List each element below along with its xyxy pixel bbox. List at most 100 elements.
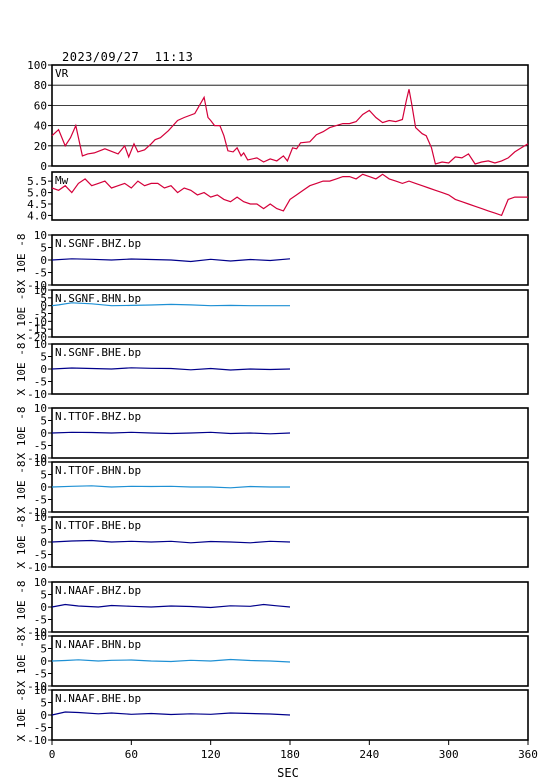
y-tick-label: -5: [34, 668, 47, 681]
y-tick-label: 0: [40, 709, 47, 722]
series-line-n-ttof-bhe-bp: [51, 539, 291, 544]
y-tick-label: 20: [34, 140, 47, 153]
series-line-n-sgnf-bhz-bp: [51, 258, 291, 263]
y-axis-label: X 10E -8: [15, 581, 28, 634]
y-axis-label: X 10E -8: [15, 234, 28, 287]
y-tick-label: -5: [34, 614, 47, 627]
y-tick-label: 4.0: [27, 209, 47, 222]
y-tick-label: -10: [27, 279, 47, 292]
series-label-n-sgnf-bhz-bp: N.SGNF.BHZ.bp: [55, 237, 141, 250]
y-tick-label: -5: [34, 308, 47, 321]
series-label-mw: Mw: [55, 174, 69, 187]
y-tick-label: 10: [34, 402, 47, 415]
y-tick-label: 5: [40, 589, 47, 602]
y-tick-label: -5: [34, 376, 47, 389]
y-tick-label: 10: [34, 511, 47, 524]
series-line-n-naaf-bhz-bp: [51, 603, 291, 609]
x-tick-label: 120: [201, 748, 221, 761]
y-axis-label: X 10E -8: [15, 287, 28, 340]
y-tick-label: 4.5: [27, 198, 47, 211]
y-tick-label: 10: [34, 576, 47, 589]
y-tick-label: 5: [40, 351, 47, 364]
y-tick-label: 10: [34, 630, 47, 643]
y-tick-label: 100: [27, 59, 47, 72]
y-tick-label: -10: [27, 506, 47, 519]
y-tick-label: 10: [34, 338, 47, 351]
y-tick-label: 5: [40, 242, 47, 255]
series-line-mw: [51, 173, 528, 217]
y-tick-label: 10: [34, 684, 47, 697]
series-line-n-sgnf-bhe-bp: [51, 367, 291, 371]
x-tick-label: 180: [280, 748, 300, 761]
y-tick-label: 0: [40, 160, 47, 173]
series-label-n-ttof-bhn-bp: N.TTOF.BHN.bp: [55, 464, 141, 477]
y-tick-label: 0: [40, 481, 47, 494]
y-tick-label: -5: [34, 267, 47, 280]
y-tick-label: 5.5: [27, 175, 47, 188]
y-tick-label: -20: [27, 331, 47, 344]
y-tick-label: 5: [40, 469, 47, 482]
y-tick-label: 5: [40, 697, 47, 710]
y-tick-label: 10: [34, 284, 47, 297]
y-tick-label: 0: [40, 536, 47, 549]
series-line-n-ttof-bhz-bp: [51, 431, 291, 435]
series-line-vr: [51, 89, 529, 165]
y-tick-label: -10: [27, 561, 47, 574]
y-tick-label: 10: [34, 229, 47, 242]
panel-frame-vr: [51, 64, 529, 167]
series-line-n-sgnf-bhn-bp: [51, 302, 290, 307]
y-tick-label: 0: [40, 300, 47, 313]
y-tick-label: -15: [27, 323, 47, 336]
panel-frame-mw: [51, 171, 529, 221]
x-tick-label: 300: [439, 748, 459, 761]
y-tick-label: -10: [27, 680, 47, 693]
y-tick-label: 40: [34, 120, 47, 133]
y-axis-label: X 10E -8: [15, 343, 28, 396]
y-tick-label: 5: [40, 292, 47, 305]
series-label-vr: VR: [55, 67, 69, 80]
series-label-n-ttof-bhz-bp: N.TTOF.BHZ.bp: [55, 410, 141, 423]
series-label-n-naaf-bhn-bp: N.NAAF.BHN.bp: [55, 638, 141, 651]
y-tick-label: -5: [34, 494, 47, 507]
y-tick-label: 10: [34, 456, 47, 469]
series-line-n-naaf-bhn-bp: [51, 658, 291, 663]
y-tick-label: -10: [27, 315, 47, 328]
series-label-n-sgnf-bhe-bp: N.SGNF.BHE.bp: [55, 346, 141, 359]
y-tick-label: -10: [27, 734, 47, 747]
series-label-n-naaf-bhz-bp: N.NAAF.BHZ.bp: [55, 584, 141, 597]
x-tick-label: 60: [125, 748, 138, 761]
y-axis-label: X 10E -8: [15, 635, 28, 688]
y-tick-label: -5: [34, 549, 47, 562]
y-tick-label: 5: [40, 643, 47, 656]
y-tick-label: -5: [34, 440, 47, 453]
y-tick-label: 5.0: [27, 187, 47, 200]
x-axis-label: SEC: [277, 766, 299, 780]
y-axis-label: X 10E -8: [15, 461, 28, 514]
y-tick-label: -5: [34, 722, 47, 735]
series-label-n-ttof-bhe-bp: N.TTOF.BHE.bp: [55, 519, 141, 532]
y-tick-label: -10: [27, 626, 47, 639]
series-label-n-sgnf-bhn-bp: N.SGNF.BHN.bp: [55, 292, 141, 305]
timestamp-label: 2023/09/27 11:13: [62, 50, 194, 64]
series-line-n-naaf-bhe-bp: [51, 711, 291, 716]
y-tick-label: 0: [40, 254, 47, 267]
y-tick-label: 0: [40, 655, 47, 668]
y-axis-label: X 10E -8: [15, 689, 28, 742]
y-tick-label: 0: [40, 363, 47, 376]
y-axis-label: X 10E -8: [15, 516, 28, 569]
y-tick-label: -10: [27, 388, 47, 401]
y-tick-label: 5: [40, 524, 47, 537]
y-tick-label: 60: [34, 99, 47, 112]
series-label-n-naaf-bhe-bp: N.NAAF.BHE.bp: [55, 692, 141, 705]
y-axis-label: X 10E -8: [15, 407, 28, 460]
y-tick-label: 0: [40, 427, 47, 440]
series-line-n-ttof-bhn-bp: [51, 485, 290, 489]
y-tick-label: -10: [27, 452, 47, 465]
y-tick-label: 80: [34, 79, 47, 92]
x-tick-label: 0: [49, 748, 56, 761]
x-tick-label: 360: [518, 748, 538, 761]
y-tick-label: 0: [40, 601, 47, 614]
x-tick-label: 240: [359, 748, 379, 761]
y-tick-label: 5: [40, 415, 47, 428]
